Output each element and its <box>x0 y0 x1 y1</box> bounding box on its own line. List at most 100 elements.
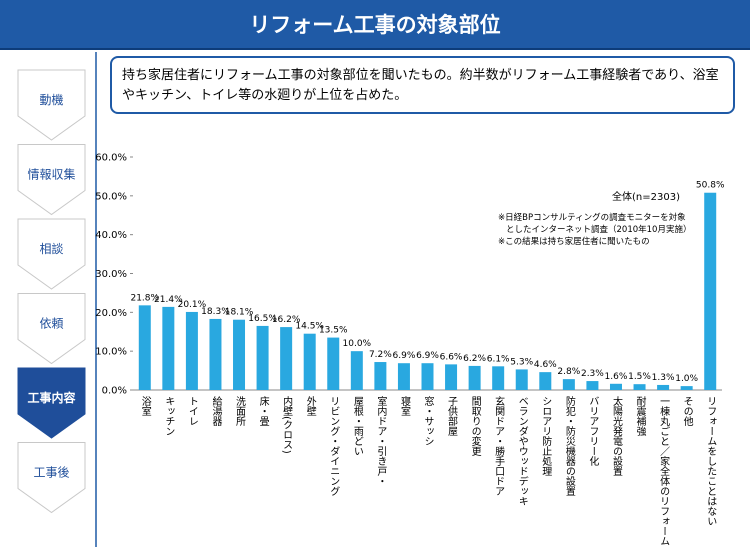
x-tick-label: 内壁(クロス) <box>281 395 293 454</box>
x-tick-label: 寝室 <box>398 395 410 416</box>
bar <box>562 379 575 390</box>
value-label: 6.2% <box>463 354 486 364</box>
bar <box>633 384 646 390</box>
y-tick-label: 0.0% <box>102 386 127 397</box>
x-tick-label: 給湯器 <box>210 395 222 427</box>
y-tick-label: 10.0% <box>95 347 127 358</box>
value-label: 16.2% <box>272 315 301 325</box>
annotation: 全体(n=2303) <box>612 190 680 203</box>
step-shape <box>17 144 86 216</box>
bar <box>185 311 198 390</box>
x-tick-label: 一棟丸ごと／家全体のリフォーム <box>658 396 670 546</box>
value-label: 5.3% <box>510 357 533 367</box>
step-label: 工事内容 <box>27 390 75 405</box>
value-label: 10.0% <box>343 339 372 349</box>
bar <box>162 306 175 390</box>
bar <box>303 333 316 390</box>
step-shape <box>17 367 86 439</box>
bar <box>586 381 599 390</box>
value-label: 6.1% <box>487 354 510 364</box>
value-label: 21.4% <box>154 295 183 305</box>
bar <box>374 362 387 390</box>
bar <box>492 366 505 390</box>
x-tick-label: 防犯・防災機器の設置 <box>563 395 575 496</box>
x-tick-label: 間取りの変更 <box>469 396 481 457</box>
value-label: 13.5% <box>319 326 348 336</box>
bar <box>609 383 622 390</box>
value-label: 2.8% <box>557 367 580 377</box>
step-label: 情報収集 <box>27 167 75 182</box>
annotation: としたインターネット調査（2010年10月実施） <box>506 224 691 235</box>
x-tick-label: 子供部屋 <box>446 396 458 436</box>
x-tick-label: ベランダやウッドデッキ <box>516 396 528 506</box>
value-label: 1.3% <box>652 373 675 383</box>
bar <box>397 363 410 390</box>
value-label: 18.3% <box>201 307 230 317</box>
bar <box>350 351 363 390</box>
step-shape <box>17 69 86 141</box>
x-tick-label: キッチン <box>163 396 174 436</box>
bar <box>680 386 693 390</box>
x-tick-label: 浴室 <box>139 396 151 416</box>
value-label: 1.5% <box>628 372 651 382</box>
bar <box>256 325 269 390</box>
value-label: 2.3% <box>581 369 604 379</box>
y-tick-label: 30.0% <box>95 269 127 280</box>
y-tick-label: 60.0% <box>95 153 127 164</box>
step-shape <box>17 293 86 365</box>
bar <box>421 363 434 390</box>
value-label: 6.9% <box>393 351 416 361</box>
x-tick-label: 室内ドア・引き戸・ <box>375 395 387 486</box>
bar <box>280 327 293 390</box>
description: 持ち家居住者にリフォーム工事の対象部位を聞いたもの。約半数がリフォーム工事経験者… <box>110 56 735 114</box>
annotation: ※この結果は持ち家居住者に聞いたもの <box>498 236 650 247</box>
x-tick-label: リフォームをしたことはない <box>705 396 717 526</box>
bar <box>233 319 246 390</box>
value-label: 4.6% <box>534 360 557 370</box>
x-tick-label: トイレ <box>186 396 198 426</box>
x-tick-label: 耐震補強 <box>634 395 646 437</box>
value-label: 1.6% <box>605 372 628 382</box>
x-tick-label: 玄関ドア・勝手口ドア <box>493 395 505 496</box>
x-tick-label: 床・畳 <box>257 395 269 426</box>
annotation: ※日経BPコンサルティングの調査モニターを対象 <box>498 212 686 223</box>
value-label: 20.1% <box>178 300 207 310</box>
value-label: 6.6% <box>440 352 463 362</box>
bar <box>539 372 552 390</box>
step-shape <box>17 218 86 290</box>
bar <box>704 192 717 390</box>
x-tick-label: 洗面所 <box>234 396 246 427</box>
x-tick-label: バリアフリー化 <box>587 396 599 466</box>
bar <box>445 364 458 390</box>
value-label: 6.9% <box>416 351 439 361</box>
y-tick-label: 20.0% <box>95 308 127 319</box>
x-tick-label: リビング・ダイニング <box>328 396 340 496</box>
bar <box>327 337 340 390</box>
bar <box>468 365 481 390</box>
value-label: 18.1% <box>225 308 254 318</box>
value-label: 14.5% <box>295 322 324 332</box>
step-label: 動機 <box>39 92 63 107</box>
header-title: リフォーム工事の対象部位 <box>0 0 750 50</box>
value-label: 1.0% <box>675 374 698 384</box>
x-tick-label: 屋根・雨どい <box>351 396 363 456</box>
x-tick-label: 窓・サッシ <box>422 395 434 446</box>
x-tick-label: シロアリ防止処理 <box>540 396 552 476</box>
value-label: 50.8% <box>696 181 725 191</box>
value-label: 16.5% <box>248 314 277 324</box>
value-label: 21.8% <box>130 293 159 303</box>
bar <box>515 369 528 390</box>
x-tick-label: その他 <box>681 396 693 427</box>
x-tick-label: 太陽光発電の設置 <box>610 395 622 476</box>
step-label: 工事後 <box>33 466 69 480</box>
y-tick-label: 40.0% <box>95 230 127 241</box>
bar <box>138 305 151 390</box>
bar <box>209 318 222 390</box>
step-label: 相談 <box>39 241 63 256</box>
x-tick-label: 外壁 <box>304 396 316 416</box>
step-shape <box>17 442 86 514</box>
y-tick-label: 50.0% <box>95 191 127 202</box>
bar <box>657 384 670 390</box>
